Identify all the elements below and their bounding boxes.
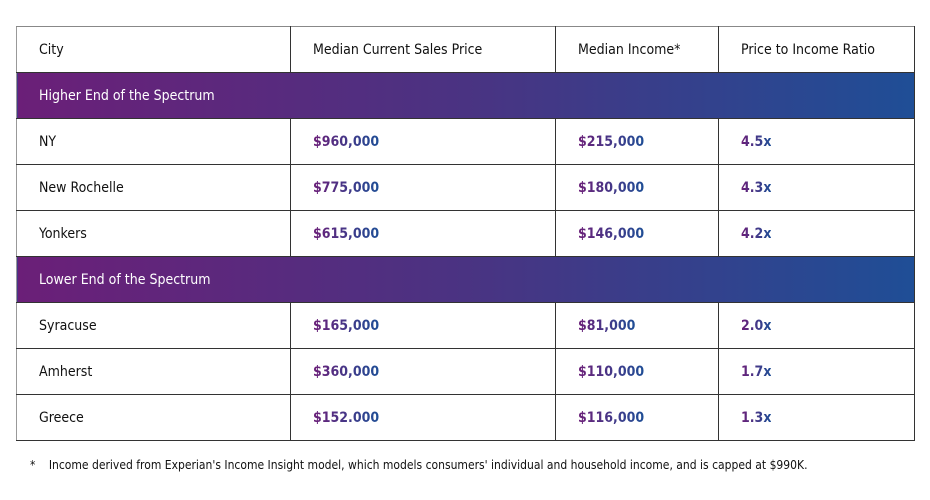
income-cell: $110,000: [555, 348, 719, 395]
city-cell-value: Amherst: [39, 363, 93, 380]
section-row: Lower End of the Spectrum: [16, 256, 915, 303]
sales-price-cell: $960,000: [290, 118, 556, 165]
ratio-cell: 4.5x: [718, 118, 915, 165]
income-cell-value: $146,000: [578, 225, 645, 242]
table-row: New Rochelle $775,000 $180,000 4.3x: [16, 164, 915, 211]
city-cell-value: NY: [39, 133, 57, 150]
sales-price-cell: $152.000: [290, 394, 556, 441]
city-cell: Amherst: [16, 348, 291, 395]
table-header-row: City Median Current Sales Price Median I…: [16, 26, 915, 73]
city-cell: New Rochelle: [16, 164, 291, 211]
ratio-cell: 1.7x: [718, 348, 915, 395]
ratio-cell-value: 4.2x: [741, 225, 772, 242]
ratio-cell-value: 1.7x: [741, 363, 772, 380]
section-label: Higher End of the Spectrum: [16, 72, 915, 119]
ratio-cell-value: 4.3x: [741, 179, 772, 196]
ratio-cell-value: 2.0x: [741, 317, 772, 334]
income-cell: $215,000: [555, 118, 719, 165]
sales-price-cell: $775,000: [290, 164, 556, 211]
header-income: Median Income*: [555, 26, 719, 73]
income-cell: $81,000: [555, 302, 719, 349]
table-row: Yonkers $615,000 $146,000 4.2x: [16, 210, 915, 257]
footnote: * Income derived from Experian's Income …: [30, 458, 808, 472]
income-cell-value: $215,000: [578, 133, 645, 150]
city-cell-value: Syracuse: [39, 317, 97, 334]
city-cell-value: Yonkers: [39, 225, 87, 242]
section-row: Higher End of the Spectrum: [16, 72, 915, 119]
income-cell: $146,000: [555, 210, 719, 257]
ratio-cell-value: 4.5x: [741, 133, 772, 150]
sales-price-cell-value: $775,000: [313, 179, 380, 196]
city-cell-value: Greece: [39, 409, 84, 426]
sales-price-cell-value: $960,000: [313, 133, 380, 150]
header-city: City: [16, 26, 291, 73]
table-row: Syracuse $165,000 $81,000 2.0x: [16, 302, 915, 349]
income-cell-value: $180,000: [578, 179, 645, 196]
table-row: NY $960,000 $215,000 4.5x: [16, 118, 915, 165]
sales-price-cell-value: $360,000: [313, 363, 380, 380]
ratio-cell: 2.0x: [718, 302, 915, 349]
ratio-cell: 4.2x: [718, 210, 915, 257]
table-row: Amherst $360,000 $110,000 1.7x: [16, 348, 915, 395]
table-row: Greece $152.000 $116,000 1.3x: [16, 394, 915, 441]
income-cell: $180,000: [555, 164, 719, 211]
sales-price-cell-value: $152.000: [313, 409, 380, 426]
income-cell-value: $110,000: [578, 363, 645, 380]
section-label: Lower End of the Spectrum: [16, 256, 915, 303]
footnote-marker: *: [30, 458, 36, 472]
city-cell: Yonkers: [16, 210, 291, 257]
income-cell-value: $116,000: [578, 409, 645, 426]
header-ratio: Price to Income Ratio: [718, 26, 915, 73]
ratio-cell: 1.3x: [718, 394, 915, 441]
header-sales-price: Median Current Sales Price: [290, 26, 556, 73]
sales-price-cell-value: $615,000: [313, 225, 380, 242]
sales-price-cell-value: $165,000: [313, 317, 380, 334]
city-cell: Greece: [16, 394, 291, 441]
income-cell-value: $81,000: [578, 317, 636, 334]
sales-price-cell: $165,000: [290, 302, 556, 349]
ratio-cell-value: 1.3x: [741, 409, 772, 426]
footnote-text: Income derived from Experian's Income In…: [48, 458, 808, 472]
city-cell: Syracuse: [16, 302, 291, 349]
income-cell: $116,000: [555, 394, 719, 441]
price-income-table: City Median Current Sales Price Median I…: [16, 26, 915, 441]
sales-price-cell: $615,000: [290, 210, 556, 257]
city-cell-value: New Rochelle: [39, 179, 124, 196]
sales-price-cell: $360,000: [290, 348, 556, 395]
city-cell: NY: [16, 118, 291, 165]
ratio-cell: 4.3x: [718, 164, 915, 211]
